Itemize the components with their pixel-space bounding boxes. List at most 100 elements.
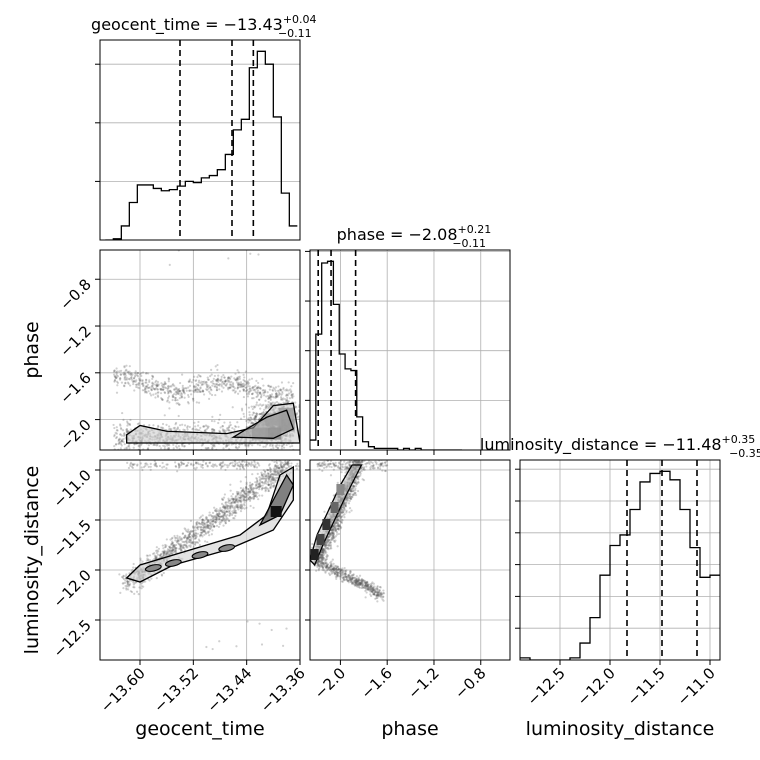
scatter-phase-geocent-scatter-point bbox=[163, 447, 166, 450]
scatter-lumdist-phase-scatter-point bbox=[336, 568, 339, 571]
scatter-lumdist-phase-scatter-point bbox=[344, 505, 347, 508]
scatter-lumdist-geocent-scatter-point bbox=[248, 463, 251, 466]
scatter-lumdist-geocent-scatter-point bbox=[274, 476, 277, 480]
scatter-phase-geocent-scatter-point bbox=[160, 388, 163, 391]
scatter-phase-geocent-scatter-point bbox=[203, 393, 206, 396]
scatter-lumdist-geocent-scatter-point bbox=[243, 496, 247, 499]
scatter-lumdist-geocent-scatter-point bbox=[250, 487, 253, 490]
scatter-lumdist-phase-scatter-point bbox=[355, 577, 358, 580]
scatter-phase-geocent-scatter-point bbox=[229, 383, 233, 386]
scatter-lumdist-geocent-scatter-point bbox=[256, 485, 260, 488]
scatter-phase-geocent-scatter-point bbox=[119, 377, 122, 380]
scatter-lumdist-geocent-scatter-point bbox=[157, 547, 161, 550]
scatter-lumdist-phase-scatter-point bbox=[319, 560, 322, 563]
scatter-lumdist-geocent-scatter-point bbox=[234, 505, 237, 508]
scatter-lumdist-geocent-scatter-point bbox=[208, 530, 211, 533]
scatter-phase-geocent-scatter-point bbox=[264, 390, 267, 393]
scatter-lumdist-phase-scatter-point bbox=[347, 492, 350, 496]
scatter-lumdist-geocent-scatter-point bbox=[176, 539, 179, 542]
scatter-phase-geocent-scatter-point bbox=[177, 390, 181, 393]
scatter-phase-geocent-scatter-point bbox=[119, 427, 123, 430]
scatter-lumdist-geocent-scatter-point bbox=[215, 524, 219, 527]
scatter-lumdist-geocent-scatter-point bbox=[265, 475, 268, 478]
scatter-phase-geocent-scatter-point bbox=[142, 371, 145, 374]
scatter-lumdist-geocent-scatter-point bbox=[229, 483, 232, 486]
scatter-phase-geocent-scatter-point bbox=[214, 385, 217, 388]
scatter-phase-geocent-scatter-point bbox=[181, 423, 184, 426]
scatter-lumdist-geocent-scatter-point bbox=[225, 501, 228, 504]
scatter-lumdist-geocent-scatter-point bbox=[192, 526, 195, 529]
scatter-lumdist-geocent-scatter-point bbox=[155, 549, 158, 552]
scatter-lumdist-phase-scatter-point bbox=[329, 564, 333, 567]
scatter-lumdist-geocent-scatter-point bbox=[258, 476, 261, 479]
scatter-lumdist-geocent-scatter-point bbox=[192, 535, 195, 538]
scatter-lumdist-phase-scatter-point bbox=[324, 544, 327, 547]
scatter-phase-geocent-scatter-point bbox=[259, 396, 263, 399]
scatter-phase-geocent-scatter-point bbox=[221, 381, 224, 384]
scatter-lumdist-phase-scatter-point bbox=[329, 533, 332, 536]
scatter-phase-geocent-scatter-point bbox=[257, 386, 260, 390]
scatter-phase-geocent-scatter-point bbox=[115, 380, 119, 383]
scatter-phase-geocent-scatter-point bbox=[226, 380, 230, 383]
scatter-phase-geocent-scatter-point bbox=[201, 390, 204, 393]
scatter-phase-geocent-scatter-point bbox=[252, 411, 255, 414]
scatter-lumdist-phase-scatter-point bbox=[360, 455, 362, 457]
scatter-phase-geocent-scatter-point bbox=[123, 434, 126, 437]
scatter-lumdist-geocent-scatter-point bbox=[193, 534, 196, 538]
scatter-lumdist-phase-scatter-point bbox=[341, 519, 344, 522]
scatter-lumdist-geocent-scatter-point bbox=[213, 515, 217, 518]
scatter-phase-geocent-scatter-point bbox=[239, 381, 243, 384]
scatter-phase-geocent-scatter-point bbox=[270, 403, 273, 406]
scatter-phase-geocent-scatter-point bbox=[159, 392, 163, 395]
scatter-lumdist-phase-scatter-point bbox=[332, 534, 335, 537]
scatter-phase-geocent-scatter-point bbox=[238, 390, 242, 393]
scatter-lumdist-geocent-scatter-point bbox=[236, 503, 239, 507]
scatter-phase-geocent-scatter-point bbox=[183, 424, 187, 427]
scatter-lumdist-phase-scatter-point bbox=[337, 571, 341, 574]
scatter-lumdist-phase-scatter-point bbox=[362, 578, 365, 582]
scatter-phase-geocent-scatter-point bbox=[197, 384, 200, 387]
scatter-phase-geocent-scatter-point bbox=[224, 380, 227, 383]
scatter-lumdist-phase-scatter-point bbox=[336, 522, 339, 525]
scatter-lumdist-geocent-scatter-point bbox=[239, 463, 242, 466]
scatter-lumdist-geocent-scatter-point bbox=[203, 529, 206, 533]
scatter-lumdist-phase-scatter-point bbox=[345, 577, 348, 581]
scatter-lumdist-geocent-scatter-point bbox=[234, 496, 237, 499]
scatter-lumdist-geocent-scatter-point bbox=[168, 549, 171, 553]
scatter-phase-geocent-scatter-point bbox=[203, 430, 206, 433]
scatter-lumdist-phase-scatter-point bbox=[328, 568, 331, 571]
scatter-lumdist-phase-scatter-point bbox=[326, 547, 329, 550]
scatter-phase-geocent-scatter-point bbox=[195, 401, 198, 404]
scatter-lumdist-geocent-scatter-point bbox=[174, 549, 177, 552]
scatter-lumdist-geocent-scatter-point bbox=[171, 541, 174, 545]
scatter-phase-geocent-scatter-point bbox=[290, 393, 293, 397]
scatter-lumdist-phase-scatter-point bbox=[345, 467, 348, 470]
scatter-lumdist-geocent-scatter-point bbox=[219, 515, 223, 518]
scatter-lumdist-phase-scatter-point bbox=[332, 534, 335, 537]
scatter-lumdist-geocent-scatter-point bbox=[226, 507, 229, 511]
scatter-lumdist-geocent-scatter-point bbox=[172, 548, 175, 551]
scatter-lumdist-phase-scatter-point bbox=[351, 487, 354, 490]
scatter-lumdist-geocent-scatter-point bbox=[162, 553, 166, 556]
scatter-phase-geocent-scatter-point bbox=[215, 379, 219, 383]
scatter-lumdist-geocent-scatter-point bbox=[272, 477, 275, 480]
scatter-lumdist-geocent-scatter-point bbox=[201, 521, 204, 524]
scatter-phase-geocent-scatter-point bbox=[228, 386, 232, 389]
scatter-lumdist-phase-scatter-point bbox=[342, 506, 345, 509]
scatter-lumdist-geocent-scatter-point bbox=[244, 490, 247, 493]
scatter-lumdist-geocent-scatter-point bbox=[207, 519, 210, 522]
scatter-lumdist-geocent-scatter-point bbox=[200, 520, 204, 524]
scatter-lumdist-geocent-scatter-point bbox=[201, 464, 204, 467]
scatter-lumdist-phase-scatter-point bbox=[321, 551, 325, 554]
scatter-phase-geocent-scatter-point bbox=[278, 392, 282, 395]
scatter-lumdist-geocent-scatter-point bbox=[243, 499, 246, 502]
scatter-lumdist-geocent-scatter-point bbox=[168, 550, 171, 553]
scatter-lumdist-geocent-scatter-point bbox=[181, 532, 184, 535]
scatter-phase-geocent-scatter-point bbox=[271, 443, 274, 447]
scatter-lumdist-geocent-scatter-point bbox=[247, 490, 250, 493]
scatter-lumdist-phase-scatter-point bbox=[379, 595, 382, 598]
scatter-lumdist-geocent-scatter-point bbox=[194, 468, 197, 471]
scatter-phase-geocent-scatter-point bbox=[148, 380, 151, 384]
scatter-lumdist-geocent-scatter-point bbox=[210, 525, 213, 528]
scatter-phase-geocent-scatter-point bbox=[255, 386, 259, 389]
